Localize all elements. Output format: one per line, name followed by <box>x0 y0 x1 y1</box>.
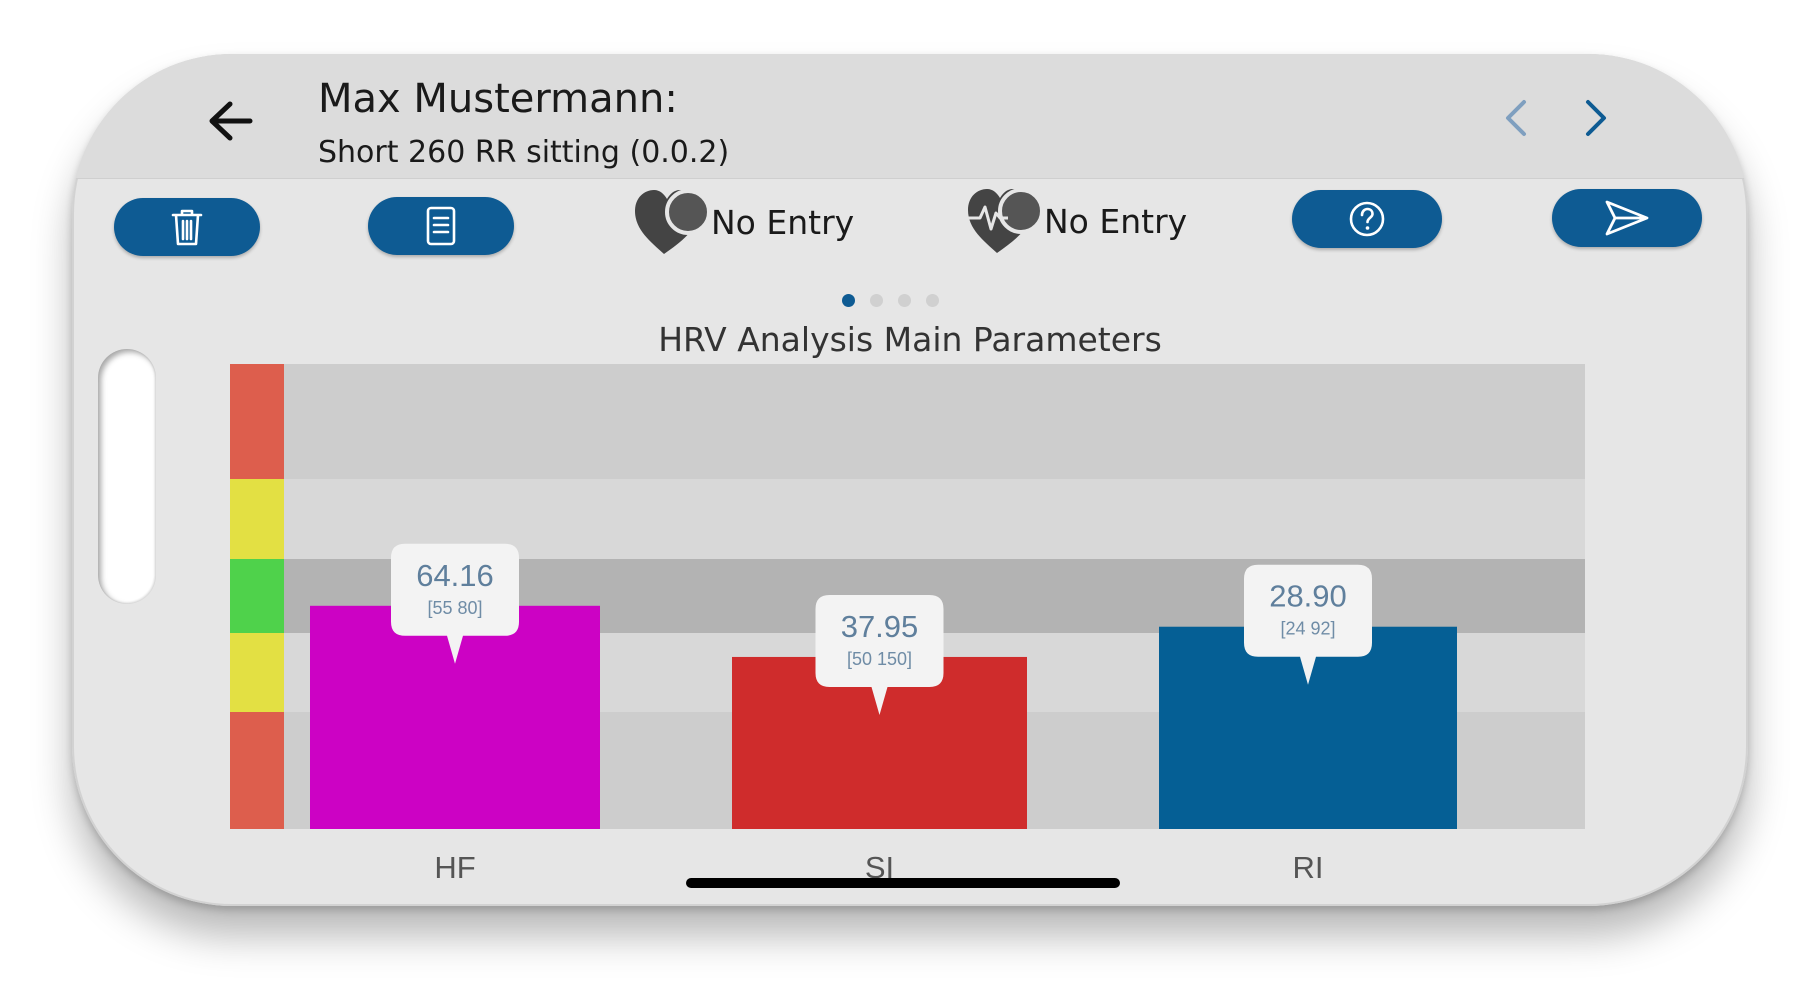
document-icon <box>426 206 456 246</box>
zone-red-bottom <box>230 712 284 829</box>
entry-heart-pulse[interactable]: No Entry <box>964 185 1187 257</box>
delete-button[interactable] <box>114 198 260 256</box>
page-indicator[interactable] <box>842 294 939 307</box>
send-button[interactable] <box>1552 189 1702 247</box>
trash-icon <box>171 209 203 246</box>
bar-range-si: [50 150] <box>847 649 912 669</box>
patient-name: Max Mustermann: <box>318 76 678 122</box>
band-top <box>230 364 1585 479</box>
page-dot-3[interactable] <box>898 294 911 307</box>
value-callout-hf <box>391 543 519 664</box>
page-dot-2[interactable] <box>870 294 883 307</box>
category-label-hf: HF <box>434 850 475 885</box>
home-indicator[interactable] <box>686 878 1120 888</box>
zone-green <box>230 559 284 633</box>
page-dot-1[interactable] <box>842 294 855 307</box>
chevron-left-icon[interactable] <box>1496 94 1536 142</box>
bar-value-ri: 28.90 <box>1269 579 1347 614</box>
bar-range-hf: [55 80] <box>427 598 482 618</box>
heart-icon <box>635 189 711 254</box>
chart-title: HRV Analysis Main Parameters <box>658 320 1162 359</box>
send-icon <box>1605 200 1649 236</box>
value-callout-ri <box>1244 564 1372 685</box>
measurement-title: Short 260 RR sitting (0.0.2) <box>318 135 730 170</box>
category-label-ri: RI <box>1293 850 1324 885</box>
bar-value-hf: 64.16 <box>416 558 494 593</box>
back-arrow-icon[interactable] <box>206 98 256 144</box>
bar-value-si: 37.95 <box>841 609 919 644</box>
report-button[interactable] <box>368 197 514 255</box>
chevron-right-icon[interactable] <box>1576 94 1616 142</box>
help-button[interactable] <box>1292 190 1442 248</box>
entry-heart-label: No Entry <box>711 202 855 242</box>
device-slot <box>98 349 156 604</box>
help-icon <box>1349 201 1385 237</box>
entry-heart[interactable]: No Entry <box>631 186 854 258</box>
page-dot-4[interactable] <box>926 294 939 307</box>
header-bar: Max Mustermann: Short 260 RR sitting (0.… <box>72 54 1748 179</box>
entry-heart-pulse-label: No Entry <box>1044 201 1188 241</box>
heart-pulse-icon <box>968 188 1044 253</box>
value-callout-si <box>815 594 944 715</box>
bar-range-ri: [24 92] <box>1280 619 1335 639</box>
zone-yellow-top <box>230 479 284 559</box>
zone-yellow-bottom <box>230 633 284 712</box>
zone-red-top <box>230 364 284 479</box>
device-frame: Max Mustermann: Short 260 RR sitting (0.… <box>72 54 1748 906</box>
